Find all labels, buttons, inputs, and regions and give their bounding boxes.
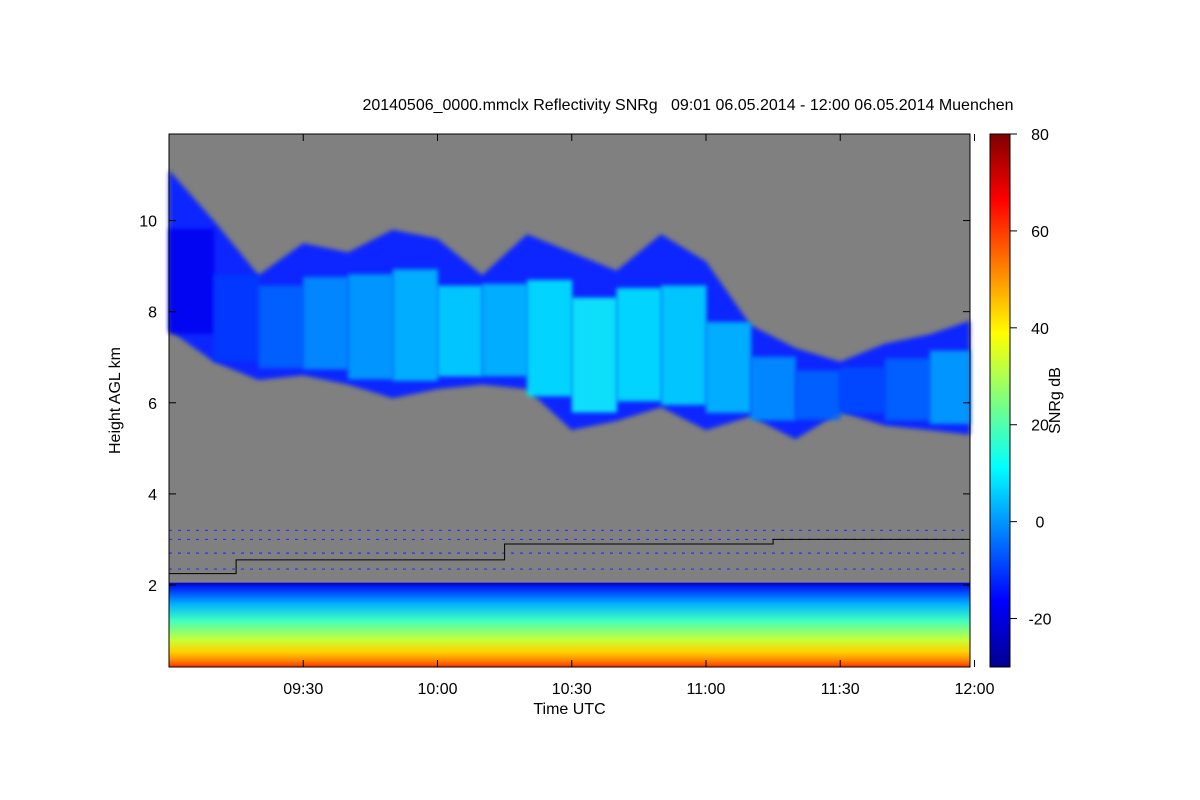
cloud-column — [482, 283, 528, 377]
boundary-layer-top-line — [169, 538, 970, 575]
colorbar-tick-label: -20 — [1028, 612, 1051, 629]
y-axis-label: Height AGL km — [107, 347, 124, 454]
y-tick-label: 4 — [148, 487, 157, 504]
y-tick-label: 8 — [148, 305, 157, 322]
cloud-column — [571, 297, 617, 413]
y-tick-label: 6 — [148, 396, 157, 413]
cloud-column — [616, 288, 662, 402]
cloud-column — [213, 274, 259, 362]
colorbar-tick-label: 40 — [1031, 321, 1049, 338]
cloud-column — [303, 276, 349, 370]
cloud-column — [347, 274, 394, 380]
cloud-column — [929, 350, 971, 425]
colorbar-tick-label: 80 — [1031, 127, 1049, 144]
colorbar — [989, 133, 1011, 668]
cloud-column — [392, 269, 438, 381]
colorbar-tick-label: 20 — [1031, 418, 1049, 435]
cloud-column — [884, 358, 931, 421]
cloud-column — [661, 285, 707, 406]
cloud-column — [795, 370, 841, 420]
cloud-column — [750, 356, 796, 421]
cloud-column — [169, 228, 215, 334]
x-tick-label: 11:30 — [821, 681, 860, 698]
cloud-column — [437, 285, 483, 377]
boundary-layer-echo — [169, 582, 970, 667]
colorbar-tick-label: 0 — [1036, 515, 1045, 532]
x-axis-label: Time UTC — [533, 701, 605, 718]
cloud-column — [705, 322, 752, 413]
x-tick-label: 10:30 — [552, 681, 592, 698]
x-tick-label: 10:00 — [417, 681, 457, 698]
chart-title: 20140506_0000.mmclx Reflectivity SNRg 09… — [362, 97, 1014, 114]
x-tick-label: 09:30 — [283, 681, 323, 698]
cloud-column — [258, 285, 304, 369]
plot-frame — [168, 133, 971, 668]
x-tick-label: 11:00 — [687, 681, 726, 698]
x-tick-label: 12:00 — [954, 681, 994, 698]
y-tick-label: 10 — [139, 214, 157, 231]
colorbar-tick-label: 60 — [1031, 224, 1049, 241]
colorbar-label: SNRg dB — [1047, 367, 1064, 434]
cloud-column — [526, 279, 573, 397]
cloud-column — [840, 367, 886, 414]
y-tick-label: 2 — [148, 578, 157, 595]
